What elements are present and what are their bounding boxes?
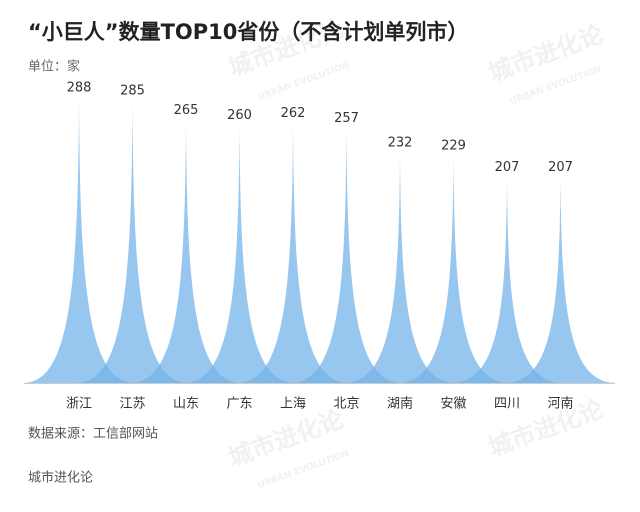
spike (76, 102, 189, 384)
x-tick-label: 四川 (494, 397, 520, 412)
spike (290, 130, 403, 383)
value-label: 207 (495, 160, 520, 175)
spike (130, 122, 242, 383)
value-label: 207 (548, 160, 573, 175)
spike (504, 179, 617, 383)
value-label: 265 (174, 103, 199, 118)
spike (397, 157, 510, 383)
footer: 城市进化论 (28, 470, 93, 486)
spike (344, 155, 456, 383)
x-tick-label: 广东 (226, 397, 252, 412)
value-label: 257 (334, 111, 359, 126)
x-tick-label: 湖南 (387, 396, 413, 412)
x-tick-label: 安徽 (440, 397, 466, 412)
unit-label: 单位：家 (28, 59, 80, 75)
spike (237, 125, 349, 383)
value-label: 260 (227, 108, 252, 123)
chart-title: “小巨人”数量TOP10省份（不含计划单列市） (28, 20, 468, 44)
x-tick-label: 浙江 (66, 397, 92, 412)
x-tick-label: 河南 (547, 396, 573, 412)
value-label: 285 (120, 83, 145, 98)
value-label: 229 (441, 138, 466, 153)
value-label: 288 (67, 81, 92, 96)
source: 数据来源：工信部网站 (28, 427, 158, 442)
plot (23, 100, 617, 384)
x-tick-label: 北京 (333, 397, 359, 412)
value-label: 232 (388, 136, 413, 151)
x-tick-label: 山东 (173, 397, 199, 412)
x-tick-label: 江苏 (119, 396, 145, 412)
value-label: 262 (281, 106, 306, 121)
spike (451, 179, 563, 383)
x-tick-label: 上海 (280, 397, 306, 412)
spike (23, 100, 135, 383)
spike (183, 127, 296, 383)
